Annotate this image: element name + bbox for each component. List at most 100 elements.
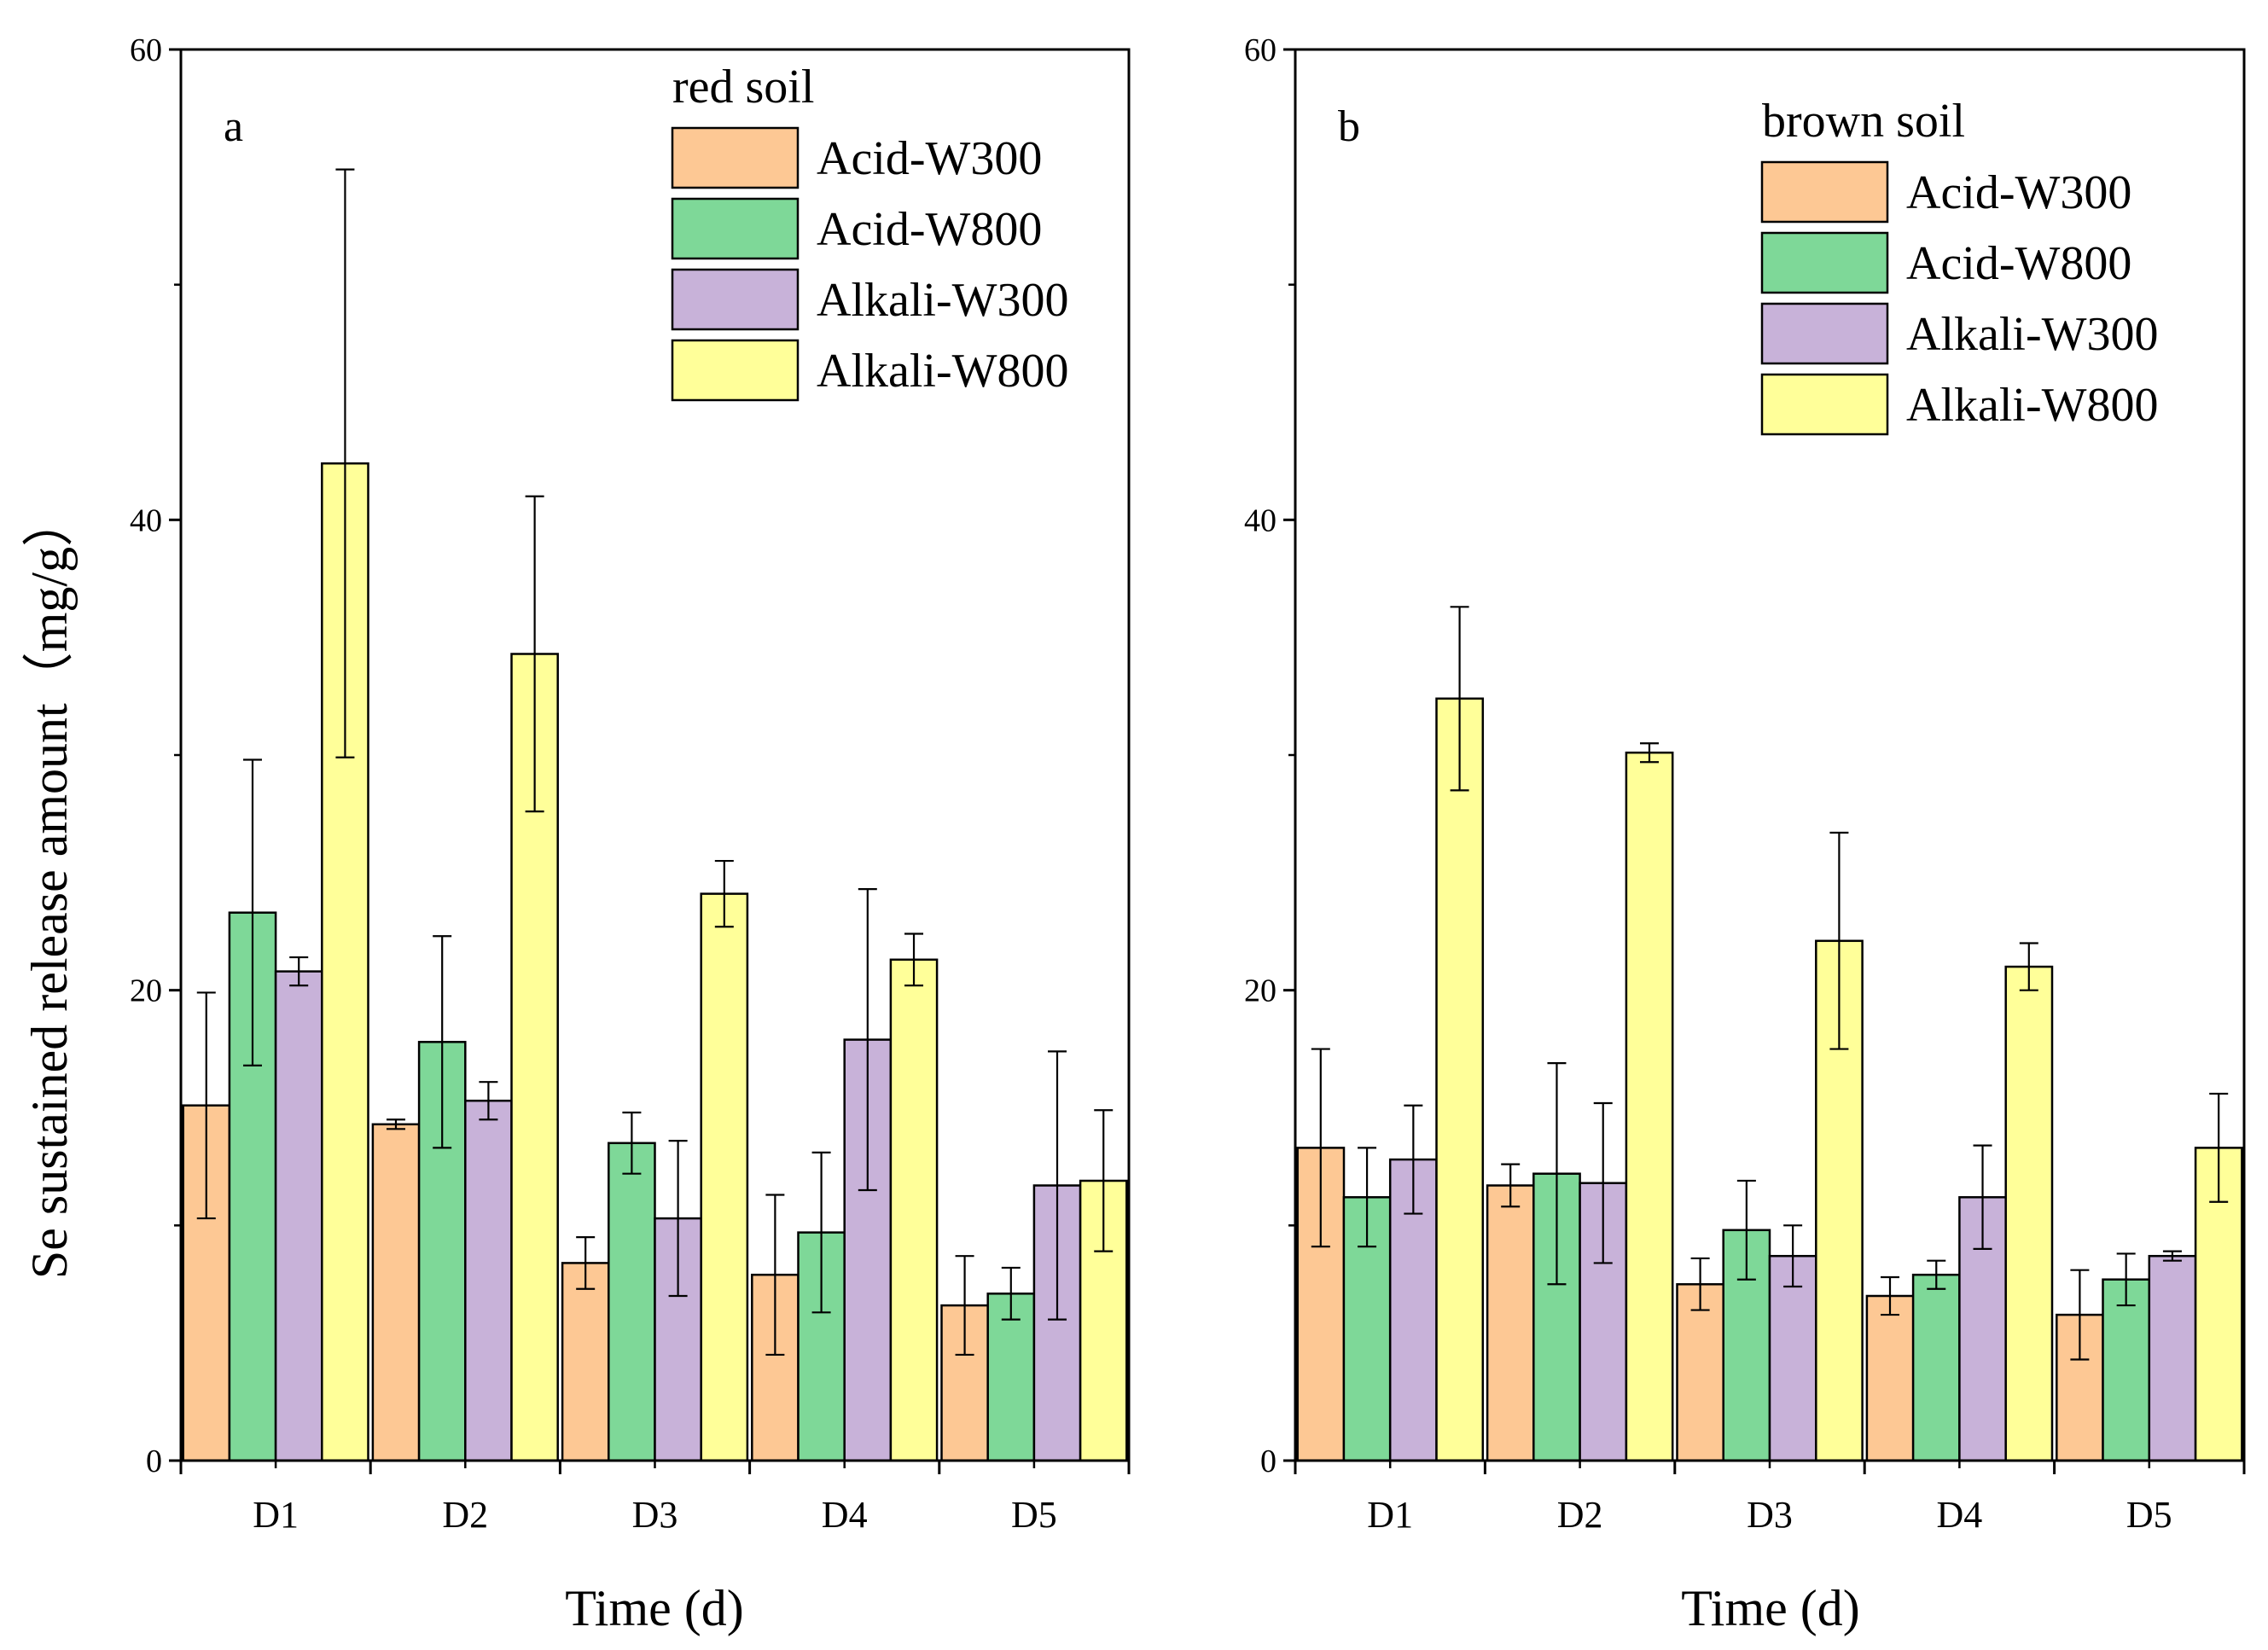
panel-a-xtick-label-D1: D1 bbox=[253, 1494, 299, 1536]
panel-b-errorbar-Acid-W300-D4 bbox=[1881, 1275, 1899, 1316]
panel-a-errorbar-Acid-W300-D2 bbox=[386, 1118, 405, 1130]
panel-a-bar-Alkali-W800-D4 bbox=[889, 958, 939, 1462]
panel-b-errorbar-Acid-W800-D5 bbox=[2116, 1252, 2136, 1307]
panel-a-legend-swatch-Alkali-W800 bbox=[671, 339, 800, 402]
panel-a-panel-letter: a bbox=[224, 102, 243, 151]
panel-b-ytick-label-20: 20 bbox=[1244, 973, 1276, 1009]
panel-a-ytick-label-60: 60 bbox=[130, 32, 162, 68]
panel-b-errorbar-Acid-W300-D5 bbox=[2070, 1269, 2090, 1361]
panel-b-ytick-label-40: 40 bbox=[1244, 503, 1276, 538]
y-axis-title: Se sustained release amount（mg/g） bbox=[21, 496, 78, 1279]
panel-b-legend-label-Acid-W300: Acid-W300 bbox=[1906, 166, 2131, 219]
panel-b-errorbar-Acid-W300-D3 bbox=[1690, 1257, 1710, 1311]
panel-b-errorbar-Alkali-W800-D2 bbox=[1640, 742, 1659, 764]
panel-b-bar-Alkali-W800-D2 bbox=[1625, 751, 1674, 1462]
panel-a-legend-label-Acid-W800: Acid-W800 bbox=[817, 203, 1042, 256]
panel-b-legend-title: brown soil bbox=[1762, 95, 1965, 148]
panel-b-errorbar-Acid-W800-D2 bbox=[1547, 1062, 1567, 1286]
panel-b-errorbar-Acid-W800-D4 bbox=[1927, 1259, 1946, 1290]
panel-b-errorbar-Alkali-W800-D3 bbox=[1829, 831, 1849, 1050]
panel-b-legend-swatch-Alkali-W300 bbox=[1760, 302, 1889, 365]
panel-a-legend-swatch-Alkali-W300 bbox=[671, 268, 800, 331]
panel-b-legend-swatch-Acid-W300 bbox=[1760, 160, 1889, 224]
panel-b-legend-label-Alkali-W800: Alkali-W800 bbox=[1906, 379, 2158, 432]
panel-a-bar-Acid-W800-D3 bbox=[608, 1142, 656, 1462]
panel-b-errorbar-Alkali-W300-D5 bbox=[2162, 1250, 2182, 1262]
panel-b-ytick-label-0: 0 bbox=[1260, 1444, 1276, 1479]
panel-a-errorbar-Acid-W800-D4 bbox=[811, 1151, 831, 1314]
panel-a-bar-Alkali-W800-D3 bbox=[700, 892, 749, 1462]
panel-b-xtick-label-D5: D5 bbox=[2126, 1494, 2172, 1536]
panel-a-errorbar-Acid-W300-D5 bbox=[955, 1255, 974, 1357]
panel-a-xtick-label-D3: D3 bbox=[632, 1494, 678, 1536]
panel-b-errorbar-Acid-W800-D3 bbox=[1736, 1179, 1756, 1281]
panel-a-ytick-label-0: 0 bbox=[146, 1444, 162, 1479]
panel-b-xtick-label-D1: D1 bbox=[1367, 1494, 1413, 1536]
panel-b-bar-Alkali-W800-D4 bbox=[2004, 965, 2054, 1462]
panel-a-x-axis-title: Time (d) bbox=[565, 1580, 743, 1636]
panel-a-errorbar-Acid-W800-D5 bbox=[1001, 1266, 1021, 1321]
panel-b-errorbar-Acid-W300-D1 bbox=[1311, 1048, 1330, 1248]
panel-b-bar-Acid-W800-D4 bbox=[1911, 1273, 1961, 1462]
panel-b-errorbar-Acid-W300-D2 bbox=[1501, 1163, 1521, 1208]
panel-b-errorbar-Acid-W800-D1 bbox=[1358, 1147, 1377, 1248]
panel-b-bar-Acid-W800-D5 bbox=[2102, 1278, 2151, 1462]
panel-b-errorbar-Alkali-W300-D1 bbox=[1404, 1104, 1423, 1215]
panel-a-errorbar-Alkali-W300-D5 bbox=[1048, 1050, 1067, 1321]
panel-a-legend-swatch-Acid-W800 bbox=[671, 197, 800, 260]
panel-a-legend-label-Acid-W300: Acid-W300 bbox=[817, 132, 1042, 185]
panel-b-legend-swatch-Alkali-W800 bbox=[1760, 373, 1889, 436]
panel-a-errorbar-Acid-W800-D3 bbox=[622, 1111, 642, 1175]
panel-a-legend-swatch-Acid-W300 bbox=[671, 126, 800, 189]
panel-b-bar-Alkali-W300-D5 bbox=[2148, 1254, 2197, 1462]
panel-b-bar-Acid-W300-D4 bbox=[1865, 1294, 1915, 1462]
panel-b-ytick-label-60: 60 bbox=[1244, 32, 1276, 68]
panel-b-xtick-label-D2: D2 bbox=[1557, 1494, 1603, 1536]
panel-a-bar-Acid-W800-D5 bbox=[986, 1293, 1036, 1462]
panel-a-errorbar-Alkali-W800-D5 bbox=[1094, 1109, 1114, 1252]
panel-a-errorbar-Alkali-W300-D1 bbox=[289, 956, 309, 987]
panel-b-errorbar-Alkali-W300-D2 bbox=[1593, 1101, 1613, 1264]
panel-b-legend-label-Alkali-W300: Alkali-W300 bbox=[1906, 308, 2158, 361]
panel-a-xtick-label-D5: D5 bbox=[1011, 1494, 1057, 1536]
panel-b-bar-Alkali-W800-D1 bbox=[1435, 697, 1485, 1462]
panel-b-legend-label-Acid-W800: Acid-W800 bbox=[1906, 237, 2131, 290]
panel-a-bar-Alkali-W300-D1 bbox=[274, 970, 323, 1462]
panel-a-bar-Acid-W300-D3 bbox=[561, 1262, 610, 1462]
panel-a-errorbar-Alkali-W300-D2 bbox=[479, 1081, 498, 1121]
panel-a-errorbar-Alkali-W800-D1 bbox=[335, 168, 355, 758]
panel-b-panel-letter: b bbox=[1338, 102, 1360, 151]
panel-b-xtick-label-D4: D4 bbox=[1937, 1494, 1983, 1536]
panel-a-bar-Alkali-W300-D2 bbox=[464, 1099, 513, 1462]
panel-a-legend-label-Alkali-W800: Alkali-W800 bbox=[817, 345, 1068, 398]
panel-a-errorbar-Alkali-W800-D2 bbox=[525, 495, 544, 813]
panel-a-errorbar-Alkali-W800-D3 bbox=[714, 859, 734, 928]
panel-b-x-axis-title: Time (d) bbox=[1681, 1580, 1859, 1636]
panel-a-bar-Acid-W300-D2 bbox=[371, 1123, 421, 1462]
panel-a-errorbar-Acid-W300-D1 bbox=[196, 991, 216, 1220]
panel-a-errorbar-Acid-W300-D3 bbox=[576, 1236, 596, 1290]
panel-a-legend-title: red soil bbox=[672, 61, 814, 113]
panel-b-xtick-label-D3: D3 bbox=[1747, 1494, 1793, 1536]
panel-b-errorbar-Alkali-W800-D1 bbox=[1450, 606, 1469, 792]
panel-b-errorbar-Alkali-W800-D5 bbox=[2209, 1092, 2229, 1203]
panel-a-errorbar-Alkali-W300-D4 bbox=[858, 888, 877, 1192]
panel-a-errorbar-Acid-W800-D2 bbox=[433, 935, 452, 1149]
panel-a-xtick-label-D4: D4 bbox=[822, 1494, 868, 1536]
panel-b-errorbar-Alkali-W800-D4 bbox=[2019, 942, 2038, 991]
panel-a-legend-label-Alkali-W300: Alkali-W300 bbox=[817, 274, 1068, 327]
panel-a-errorbar-Alkali-W300-D3 bbox=[668, 1139, 688, 1298]
panel-a-xtick-label-D2: D2 bbox=[442, 1494, 488, 1536]
panel-b-legend-swatch-Acid-W800 bbox=[1760, 231, 1889, 294]
panel-a-errorbar-Acid-W800-D1 bbox=[242, 758, 262, 1066]
panel-a-ytick-label-20: 20 bbox=[130, 973, 162, 1009]
panel-b-bar-Acid-W300-D2 bbox=[1486, 1184, 1535, 1462]
panel-a-errorbar-Acid-W300-D4 bbox=[765, 1194, 785, 1357]
panel-b-errorbar-Alkali-W300-D3 bbox=[1783, 1224, 1803, 1288]
panel-b-errorbar-Alkali-W300-D4 bbox=[1973, 1144, 1992, 1250]
panel-b-bar-Alkali-W300-D3 bbox=[1768, 1254, 1817, 1462]
panel-a-ytick-label-40: 40 bbox=[130, 503, 162, 538]
panel-a-errorbar-Alkali-W800-D4 bbox=[904, 932, 924, 987]
